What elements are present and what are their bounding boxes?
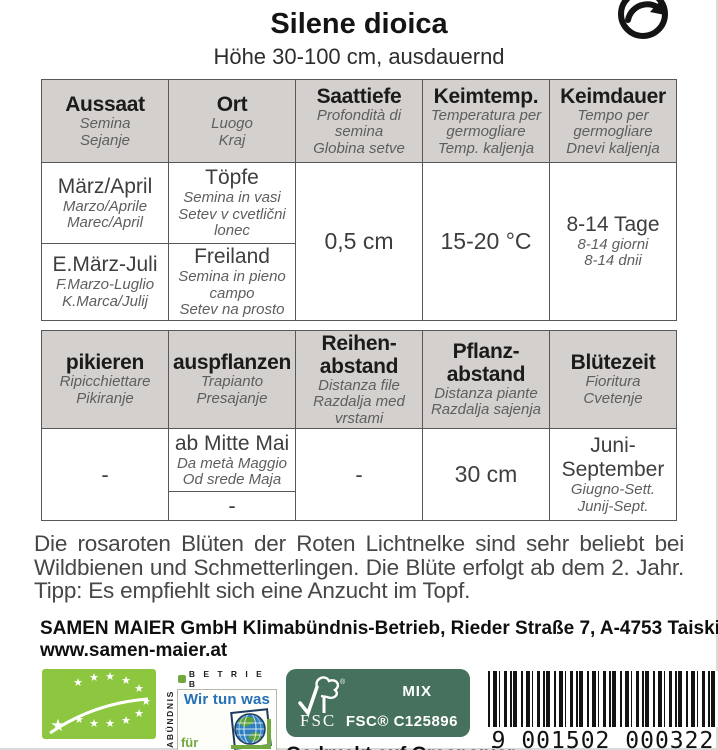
header-pikieren: pikieren Ripicchiettare Pikiranje [41, 329, 169, 429]
bio-control-code: AT-BIO-902 [42, 749, 163, 750]
svg-text:★: ★ [105, 671, 115, 683]
company-block: SAMEN MAIER GmbH Klimabündnis-Betrieb, R… [40, 618, 718, 662]
packet-title-cropped: Rote Lichtnelke [0, 0, 718, 9]
klimabuendnis-vertical-label: KLIMABÜNDNIS [164, 690, 175, 750]
cell-ort-1: Töpfe Semina in vasi Setev v cvetlični l… [168, 162, 296, 244]
svg-text:★: ★ [50, 716, 65, 735]
cell-pikieren: - [41, 428, 169, 521]
cell-bluetezeit: Juni- September Giugno-Sett. Junij-Sept. [549, 428, 677, 521]
cell-aussaat-1: März/April Marzo/Aprile Marec/April [41, 162, 169, 244]
cell-aussaat-2: E.März-Juli F.Marzo-Luglio K.Marca/Julij [41, 243, 169, 321]
cell-ort-2: Freiland Semina in pieno campo Setev na … [168, 243, 296, 321]
planting-table-header-row: pikieren Ripicchiettare Pikiranje auspfl… [41, 329, 677, 429]
planting-table: pikieren Ripicchiettare Pikiranje auspfl… [41, 329, 677, 521]
eu-organic-block: ★ ★ ★ ★ ★ ★ ★ ★ ★ ★ ★ ★ AT-BIO-902 [42, 668, 163, 750]
height-info: Höhe 30-100 cm, ausdauernd [213, 44, 505, 69]
cell-auspflanzen-2: - [168, 491, 296, 521]
fsc-license-number: FSC® C125896 [345, 712, 458, 730]
latin-name: Silene dioica [270, 8, 448, 40]
footer-logos-row: ★ ★ ★ ★ ★ ★ ★ ★ ★ ★ ★ ★ AT-BIO-902 B E T… [42, 668, 718, 750]
cell-pflanzabstand: 30 cm [422, 428, 550, 521]
svg-text:★: ★ [121, 715, 131, 727]
sowing-row-2: E.März-Juli F.Marzo-Luglio K.Marca/Julij… [41, 243, 677, 321]
packet-title: Rote Lichtnelke [0, 0, 718, 7]
svg-text:★: ★ [105, 718, 115, 730]
printed-on-note: Gedruckt auf Graspapier [286, 743, 515, 750]
header-saattiefe: Saattiefe Profondità di semina Globina s… [295, 79, 423, 163]
cell-keimtemp: 15-20 °C [422, 162, 550, 321]
header-pflanzabstand: Pflanz- abstand Distanza piante Razdalja… [422, 329, 550, 429]
cell-auspflanzen-1: ab Mitte Mai Da metà Maggio Od srede Maj… [168, 428, 296, 492]
barcode-bars [487, 670, 718, 727]
svg-text:★: ★ [74, 714, 84, 726]
svg-text:★: ★ [121, 675, 131, 687]
svg-text:★: ★ [89, 672, 99, 684]
fsc-wordmark: FSC [299, 710, 337, 730]
globe-icon [226, 706, 274, 750]
cell-keimdauer: 8-14 Tage 8-14 giorni 8-14 dnii [549, 162, 677, 321]
planting-row-2: - [42, 491, 677, 521]
klimabuendnis-slogan-top: Wir tun was [183, 690, 271, 708]
svg-text:★: ★ [73, 677, 83, 689]
svg-text:★: ★ [141, 696, 151, 708]
header-bluetezeit: Blütezeit Fioritura Cvetenje [549, 329, 677, 429]
fsc-block: ® FSC MIX FSC® C125896 Gedruckt auf Gras… [285, 668, 515, 750]
klimabuendnis-betrieb-label: B E T R I E B [188, 668, 265, 689]
company-website: www.samen-maier.at [40, 639, 228, 661]
svg-text:★: ★ [134, 683, 144, 695]
planting-row-1: - ab Mitte Mai Da metà Maggio Od srede M… [41, 428, 677, 521]
sowing-row-1: März/April Marzo/Aprile Marec/April Töpf… [41, 162, 677, 321]
svg-text:★: ★ [134, 708, 144, 720]
fsc-mix-label: MIX [402, 682, 432, 700]
svg-text:★: ★ [89, 718, 99, 730]
fsc-checkmark-tree-icon: ® [298, 675, 346, 717]
header-keimtemp: Keimtemp. Temperatura per germogliare Te… [422, 79, 550, 163]
sowing-table-header-row: Aussaat Semina Sejanje Ort Luogo Kraj Sa… [41, 79, 677, 163]
barcode-number: 9 001502 000322 [491, 727, 715, 750]
barcode: 9 001502 000322 [487, 669, 718, 750]
fsc-label: ® FSC MIX FSC® C125896 [285, 668, 470, 737]
cell-saattiefe: 0,5 cm [295, 162, 423, 321]
green-dot-recycling-icon [616, 0, 670, 46]
description-text: Die rosaroten Blüten der Roten Lichtnelk… [34, 531, 684, 603]
header-keimdauer: Keimdauer Tempo per germogliare Dnevi ka… [549, 79, 677, 163]
svg-text:®: ® [340, 678, 346, 686]
eu-organic-leaf-icon: ★ ★ ★ ★ ★ ★ ★ ★ ★ ★ ★ ★ [42, 668, 156, 739]
sowing-table: Aussaat Semina Sejanje Ort Luogo Kraj Sa… [41, 79, 677, 321]
klimabuendnis-slogan-bottom: für den Klimaschutz [180, 734, 204, 750]
header-ort: Ort Luogo Kraj [168, 79, 296, 163]
cell-reihenabstand: - [295, 428, 423, 521]
klimabuendnis-mini-icon [177, 674, 186, 683]
klimabuendnis-logo: B E T R I E B KLIMABÜNDNIS Wir tun was [165, 669, 278, 750]
company-address: SAMEN MAIER GmbH Klimabündnis-Betrieb, R… [40, 617, 718, 639]
header-reihenabstand: Reihen- abstand Distanza file Razdalja m… [295, 329, 423, 429]
header-auspflanzen: auspflanzen Trapianto Presajanje [168, 329, 296, 429]
header-aussaat: Aussaat Semina Sejanje [41, 79, 169, 163]
